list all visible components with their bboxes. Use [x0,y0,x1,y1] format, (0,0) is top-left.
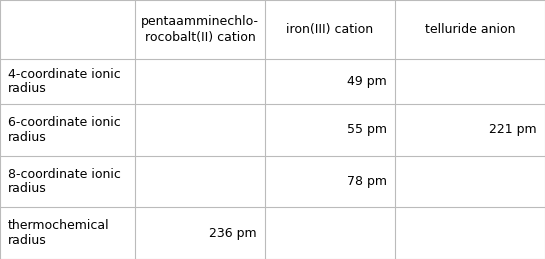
Text: 221 pm: 221 pm [489,124,537,136]
Text: 55 pm: 55 pm [347,124,387,136]
Text: 78 pm: 78 pm [347,175,387,188]
Text: 8-coordinate ionic
radius: 8-coordinate ionic radius [8,168,121,196]
Text: 4-coordinate ionic
radius: 4-coordinate ionic radius [8,68,121,96]
Text: 236 pm: 236 pm [209,227,257,240]
Text: 49 pm: 49 pm [347,75,387,88]
Text: 6-coordinate ionic
radius: 6-coordinate ionic radius [8,116,121,144]
Text: iron(III) cation: iron(III) cation [287,23,373,36]
Text: telluride anion: telluride anion [425,23,515,36]
Text: thermochemical
radius: thermochemical radius [8,219,110,247]
Text: pentaamminechlo-
rocobalt(II) cation: pentaamminechlo- rocobalt(II) cation [141,16,259,44]
